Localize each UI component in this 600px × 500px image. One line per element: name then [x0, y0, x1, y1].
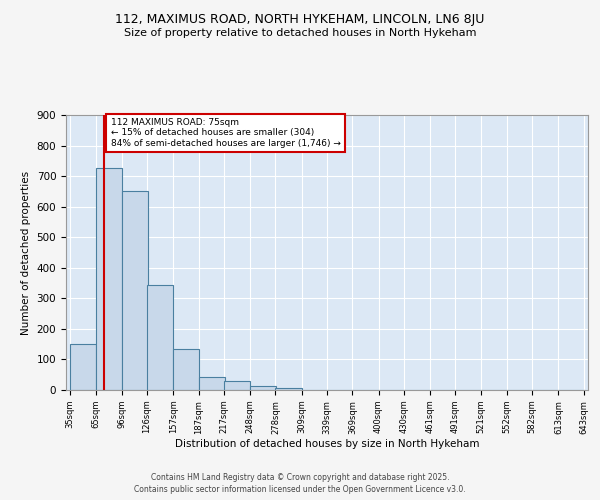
Bar [250, 386, 277, 390]
Bar [95, 168, 122, 390]
Text: 112, MAXIMUS ROAD, NORTH HYKEHAM, LINCOLN, LN6 8JU: 112, MAXIMUS ROAD, NORTH HYKEHAM, LINCOL… [115, 12, 485, 26]
Bar [147, 284, 173, 390]
Bar [224, 381, 250, 390]
Bar [275, 388, 302, 390]
Text: Contains HM Land Registry data © Crown copyright and database right 2025.: Contains HM Land Registry data © Crown c… [151, 472, 449, 482]
Text: 112 MAXIMUS ROAD: 75sqm
← 15% of detached houses are smaller (304)
84% of semi-d: 112 MAXIMUS ROAD: 75sqm ← 15% of detache… [111, 118, 341, 148]
Text: Contains public sector information licensed under the Open Government Licence v3: Contains public sector information licen… [134, 485, 466, 494]
Bar [122, 192, 148, 390]
Bar [70, 344, 97, 390]
Y-axis label: Number of detached properties: Number of detached properties [21, 170, 31, 334]
Text: Size of property relative to detached houses in North Hykeham: Size of property relative to detached ho… [124, 28, 476, 38]
X-axis label: Distribution of detached houses by size in North Hykeham: Distribution of detached houses by size … [175, 439, 479, 449]
Bar [173, 350, 199, 390]
Bar [199, 377, 225, 390]
